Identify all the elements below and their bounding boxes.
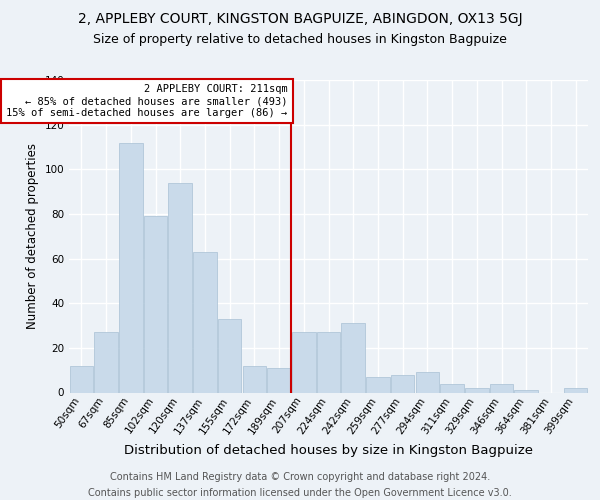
Bar xyxy=(94,332,118,392)
Bar xyxy=(317,332,340,392)
Bar xyxy=(218,319,241,392)
Y-axis label: Number of detached properties: Number of detached properties xyxy=(26,143,39,329)
Bar xyxy=(268,368,291,392)
Bar xyxy=(169,182,192,392)
Bar xyxy=(341,324,365,392)
Text: 2 APPLEBY COURT: 211sqm
← 85% of detached houses are smaller (493)
15% of semi-d: 2 APPLEBY COURT: 211sqm ← 85% of detache… xyxy=(7,84,288,117)
Bar xyxy=(70,366,93,392)
Bar xyxy=(193,252,217,392)
Text: Contains public sector information licensed under the Open Government Licence v3: Contains public sector information licen… xyxy=(88,488,512,498)
Bar xyxy=(292,332,316,392)
Text: Contains HM Land Registry data © Crown copyright and database right 2024.: Contains HM Land Registry data © Crown c… xyxy=(110,472,490,482)
Bar xyxy=(119,142,143,392)
Bar xyxy=(440,384,464,392)
Text: 2, APPLEBY COURT, KINGSTON BAGPUIZE, ABINGDON, OX13 5GJ: 2, APPLEBY COURT, KINGSTON BAGPUIZE, ABI… xyxy=(77,12,523,26)
Bar xyxy=(416,372,439,392)
Bar xyxy=(366,377,389,392)
X-axis label: Distribution of detached houses by size in Kingston Bagpuize: Distribution of detached houses by size … xyxy=(124,444,533,457)
Bar xyxy=(465,388,488,392)
Bar xyxy=(514,390,538,392)
Bar xyxy=(391,374,415,392)
Bar xyxy=(564,388,587,392)
Text: Size of property relative to detached houses in Kingston Bagpuize: Size of property relative to detached ho… xyxy=(93,32,507,46)
Bar xyxy=(242,366,266,392)
Bar xyxy=(144,216,167,392)
Bar xyxy=(490,384,513,392)
